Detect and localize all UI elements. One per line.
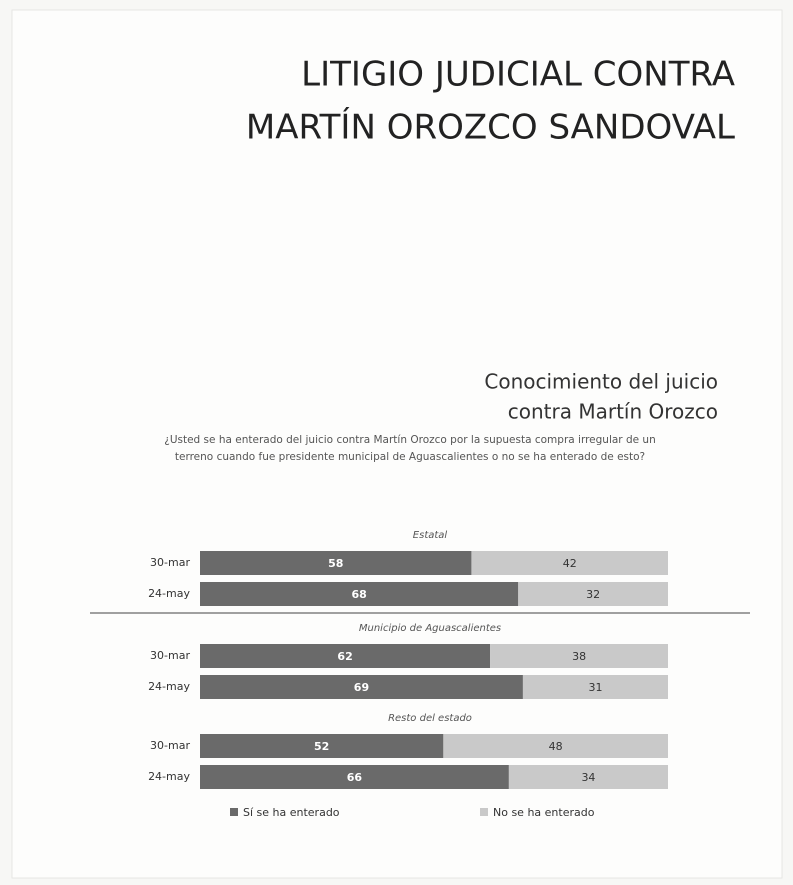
category-label: 30-mar: [150, 556, 190, 569]
value-label: 62: [337, 650, 352, 663]
bar-segment: [443, 734, 668, 758]
value-label: 38: [572, 650, 586, 663]
value-label: 58: [328, 557, 343, 570]
value-label: 68: [351, 588, 366, 601]
legend-label: No se ha enterado: [493, 806, 595, 819]
chart-title-line: Conocimiento del juicio: [484, 370, 718, 394]
page-title-line: MARTÍN OROZCO SANDOVAL: [246, 107, 735, 148]
bar-segment: [200, 765, 509, 789]
category-label: 30-mar: [150, 739, 190, 752]
bar-segment: [200, 644, 491, 668]
bar-segment: [200, 675, 523, 699]
question: ¿Usted se ha enterado del juicio contra …: [164, 434, 656, 463]
group-label: Resto del estado: [388, 713, 472, 724]
category-label: 30-mar: [150, 649, 190, 662]
legend-swatch: [480, 808, 488, 816]
chart-title-line: contra Martín Orozco: [508, 400, 718, 424]
value-label: 31: [588, 681, 602, 694]
value-label: 66: [347, 771, 363, 784]
value-label: 52: [314, 740, 329, 753]
bar-segment: [200, 551, 472, 575]
paper: [11, 9, 783, 879]
bar-segment: [200, 734, 444, 758]
legend-label: Sí se ha enterado: [243, 806, 340, 819]
bar-segment: [508, 765, 668, 789]
value-label: 48: [549, 740, 563, 753]
bar-segment: [471, 551, 668, 575]
category-label: 24-may: [148, 680, 190, 693]
bar-segment: [518, 582, 668, 606]
group-label: Municipio de Aguascalientes: [359, 623, 501, 634]
category-label: 24-may: [148, 770, 190, 783]
value-label: 34: [581, 771, 595, 784]
page-title-line: LITIGIO JUDICIAL CONTRA: [301, 55, 735, 95]
bar-segment: [490, 644, 668, 668]
category-label: 24-may: [148, 587, 190, 600]
value-label: 32: [586, 588, 600, 601]
value-label: 42: [563, 557, 577, 570]
group-label: Estatal: [413, 530, 448, 541]
legend-swatch: [230, 808, 238, 816]
bar-segment: [522, 675, 668, 699]
question-box: ¿Usted se ha enterado del juicio contra …: [164, 434, 656, 463]
value-label: 69: [354, 681, 369, 694]
bar-segment: [200, 582, 519, 606]
